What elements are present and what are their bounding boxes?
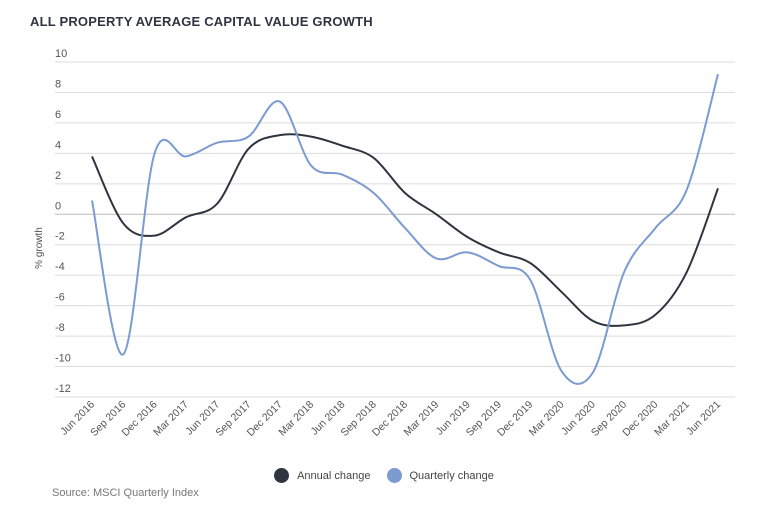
y-tick-label: 0 [55, 200, 61, 212]
y-tick-label: 6 [55, 109, 61, 121]
x-tick-label: Mar 2021 [652, 399, 692, 439]
y-tick-label: 2 [55, 170, 61, 182]
y-tick-label: -8 [55, 322, 65, 334]
y-tick-label: 4 [55, 139, 61, 151]
legend-item-quarterly[interactable]: Quarterly change [386, 468, 494, 483]
legend-marker-annual [274, 468, 290, 483]
y-tick-label: -6 [55, 292, 65, 304]
legend-item-annual[interactable]: Annual change [274, 468, 371, 483]
x-tick-label: Mar 2017 [151, 399, 191, 439]
legend-label-quarterly: Quarterly change [409, 469, 494, 482]
y-tick-label: 10 [55, 48, 67, 60]
x-tick-label: Mar 2018 [276, 399, 316, 439]
source-note: Source: MSCI Quarterly Index [52, 487, 199, 499]
y-tick-label: -10 [55, 353, 71, 365]
y-tick-label: -12 [55, 383, 71, 395]
y-tick-label: 8 [55, 78, 61, 90]
chart-title: ALL PROPERTY AVERAGE CAPITAL VALUE GROWT… [30, 14, 373, 29]
x-tick-label: Mar 2019 [402, 399, 442, 439]
y-tick-label: -4 [55, 261, 65, 273]
y-tick-label: -2 [55, 231, 65, 243]
series-line-annual [91, 133, 719, 327]
legend: Annual change Quarterly change [0, 468, 768, 483]
legend-label-annual: Annual change [297, 469, 371, 482]
y-axis-label: % growth [34, 227, 45, 269]
series-line-quarterly [91, 73, 719, 385]
x-tick-label: Mar 2020 [527, 399, 567, 439]
x-tick-label: Jun 2021 [684, 399, 723, 438]
legend-marker-quarterly [386, 468, 402, 483]
